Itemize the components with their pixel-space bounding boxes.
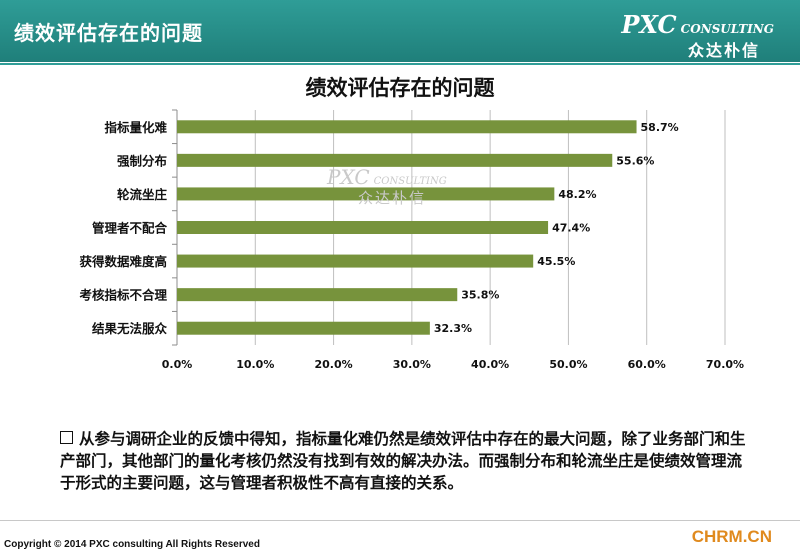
x-tick-label: 40.0%	[471, 358, 509, 371]
logo-subtext: CONSULTING	[680, 22, 774, 36]
x-tick-label: 50.0%	[549, 358, 587, 371]
category-label: 指标量化难	[104, 120, 167, 135]
category-label: 强制分布	[117, 153, 168, 168]
category-label: 轮流坐庄	[117, 187, 168, 202]
bar	[177, 221, 549, 234]
data-label: 58.7%	[641, 121, 679, 134]
bar	[177, 288, 458, 302]
page-title: 绩效评估存在的问题	[14, 21, 203, 45]
data-label: 35.8%	[461, 289, 499, 302]
bar	[177, 153, 613, 167]
watermark-logo: PXC CONSULTING	[327, 165, 447, 189]
bar	[177, 321, 430, 335]
summary-text: 从参与调研企业的反馈中得知，指标量化难仍然是绩效评估中存在的最大问题，除了业务部…	[60, 430, 746, 492]
watermark-text: PXC	[327, 165, 370, 189]
logo-text: PXC	[621, 10, 677, 39]
data-label: 45.5%	[537, 255, 575, 268]
watermark-subtext: CONSULTING	[373, 176, 447, 187]
data-label: 32.3%	[434, 322, 472, 335]
copyright-text: Copyright © 2014 PXC consulting All Righ…	[4, 539, 260, 550]
footer-divider	[0, 520, 800, 521]
summary-note: 从参与调研企业的反馈中得知，指标量化难仍然是绩效评估中存在的最大问题，除了业务部…	[60, 428, 750, 494]
category-label: 结果无法服众	[92, 321, 168, 336]
header-bar: 绩效评估存在的问题 PXC CONSULTING 众达朴信	[0, 0, 800, 62]
brand-logo: PXC CONSULTING	[621, 10, 774, 39]
bar	[177, 254, 534, 268]
x-tick-label: 30.0%	[393, 358, 431, 371]
bar-chart: 0.0% 10.0% 20.0% 30.0% 40.0% 50.0% 60.0% 70.0% 指…	[79, 109, 744, 371]
x-tick-label: 70.0%	[706, 358, 744, 371]
bar	[177, 120, 637, 134]
x-tick-label: 20.0%	[314, 358, 352, 371]
x-tick-label: 10.0%	[236, 358, 274, 371]
chart-title: 绩效评估存在的问题	[305, 76, 495, 100]
watermark-chinese-text: 众达朴信	[358, 189, 427, 207]
category-label: 管理者不配合	[92, 221, 168, 236]
checkbox-bullet-icon	[60, 431, 73, 444]
x-tick-label: 0.0%	[162, 358, 193, 371]
x-tick-label: 60.0%	[628, 358, 666, 371]
category-label: 获得数据难度高	[79, 254, 167, 269]
data-label: 55.6%	[616, 154, 654, 167]
category-label: 考核指标不合理	[79, 288, 167, 303]
data-label: 48.2%	[558, 188, 596, 201]
data-label: 47.4%	[552, 222, 590, 235]
header-divider	[0, 63, 800, 65]
logo-chinese-text: 众达朴信	[687, 41, 760, 60]
bar	[177, 187, 555, 201]
site-name: CHRM.CN	[691, 527, 772, 546]
